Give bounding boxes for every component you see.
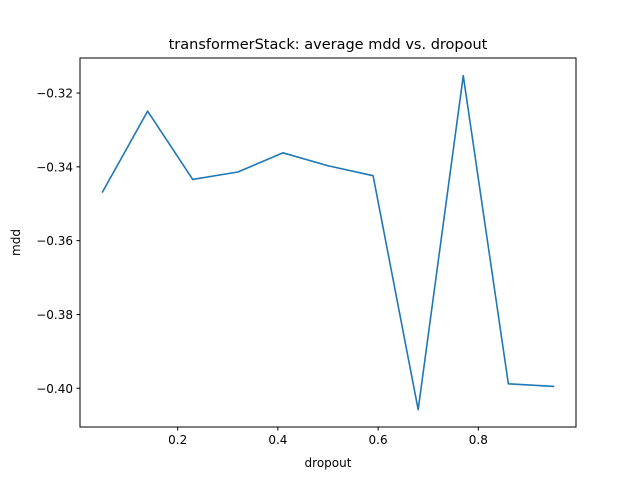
x-tick-label: 0.4 bbox=[268, 433, 287, 447]
y-tick-label: −0.32 bbox=[36, 87, 73, 101]
x-tick-label: 0.2 bbox=[168, 433, 187, 447]
y-axis-label: mdd bbox=[9, 229, 23, 256]
y-axis-ticks: −0.40 −0.38 −0.36 −0.34 −0.32 bbox=[36, 87, 80, 396]
x-tick-label: 0.8 bbox=[469, 433, 488, 447]
y-tick-label: −0.34 bbox=[36, 160, 73, 174]
chart-title: transformerStack: average mdd vs. dropou… bbox=[169, 37, 488, 53]
x-tick-label: 0.6 bbox=[369, 433, 388, 447]
y-tick-label: −0.40 bbox=[36, 382, 73, 396]
x-axis-ticks: 0.2 0.4 0.6 0.8 bbox=[168, 427, 488, 447]
plot-frame bbox=[79, 57, 577, 428]
x-axis-label: dropout bbox=[305, 456, 352, 470]
series-layer bbox=[101, 74, 555, 411]
y-tick-label: −0.38 bbox=[36, 308, 73, 322]
y-tick-label: −0.36 bbox=[36, 234, 73, 248]
series-line bbox=[101, 74, 555, 411]
